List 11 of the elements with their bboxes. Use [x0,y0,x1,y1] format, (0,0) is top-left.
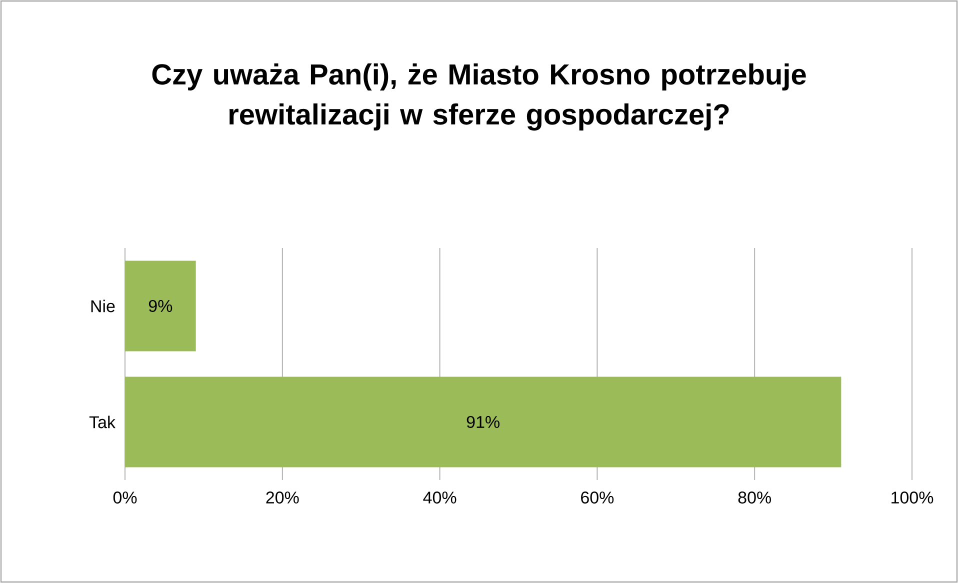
chart-title: Czy uważa Pan(i), że Miasto Krosno potrzebuje rewitalizacji w sferze gospodarczej? [152,63,806,131]
x-tick-label: 60% [581,492,614,504]
x-tick-label: 20% [266,492,299,504]
x-tick-label: 100% [892,492,934,504]
data-label: 91% [466,416,500,428]
x-tick-label: 80% [738,492,771,504]
data-label: 9% [148,300,172,312]
x-tick-label: 40% [423,492,456,504]
y-tick-label: Tak [89,416,116,428]
y-tick-label: Nie [91,300,115,312]
x-tick-label: 0% [113,492,137,504]
